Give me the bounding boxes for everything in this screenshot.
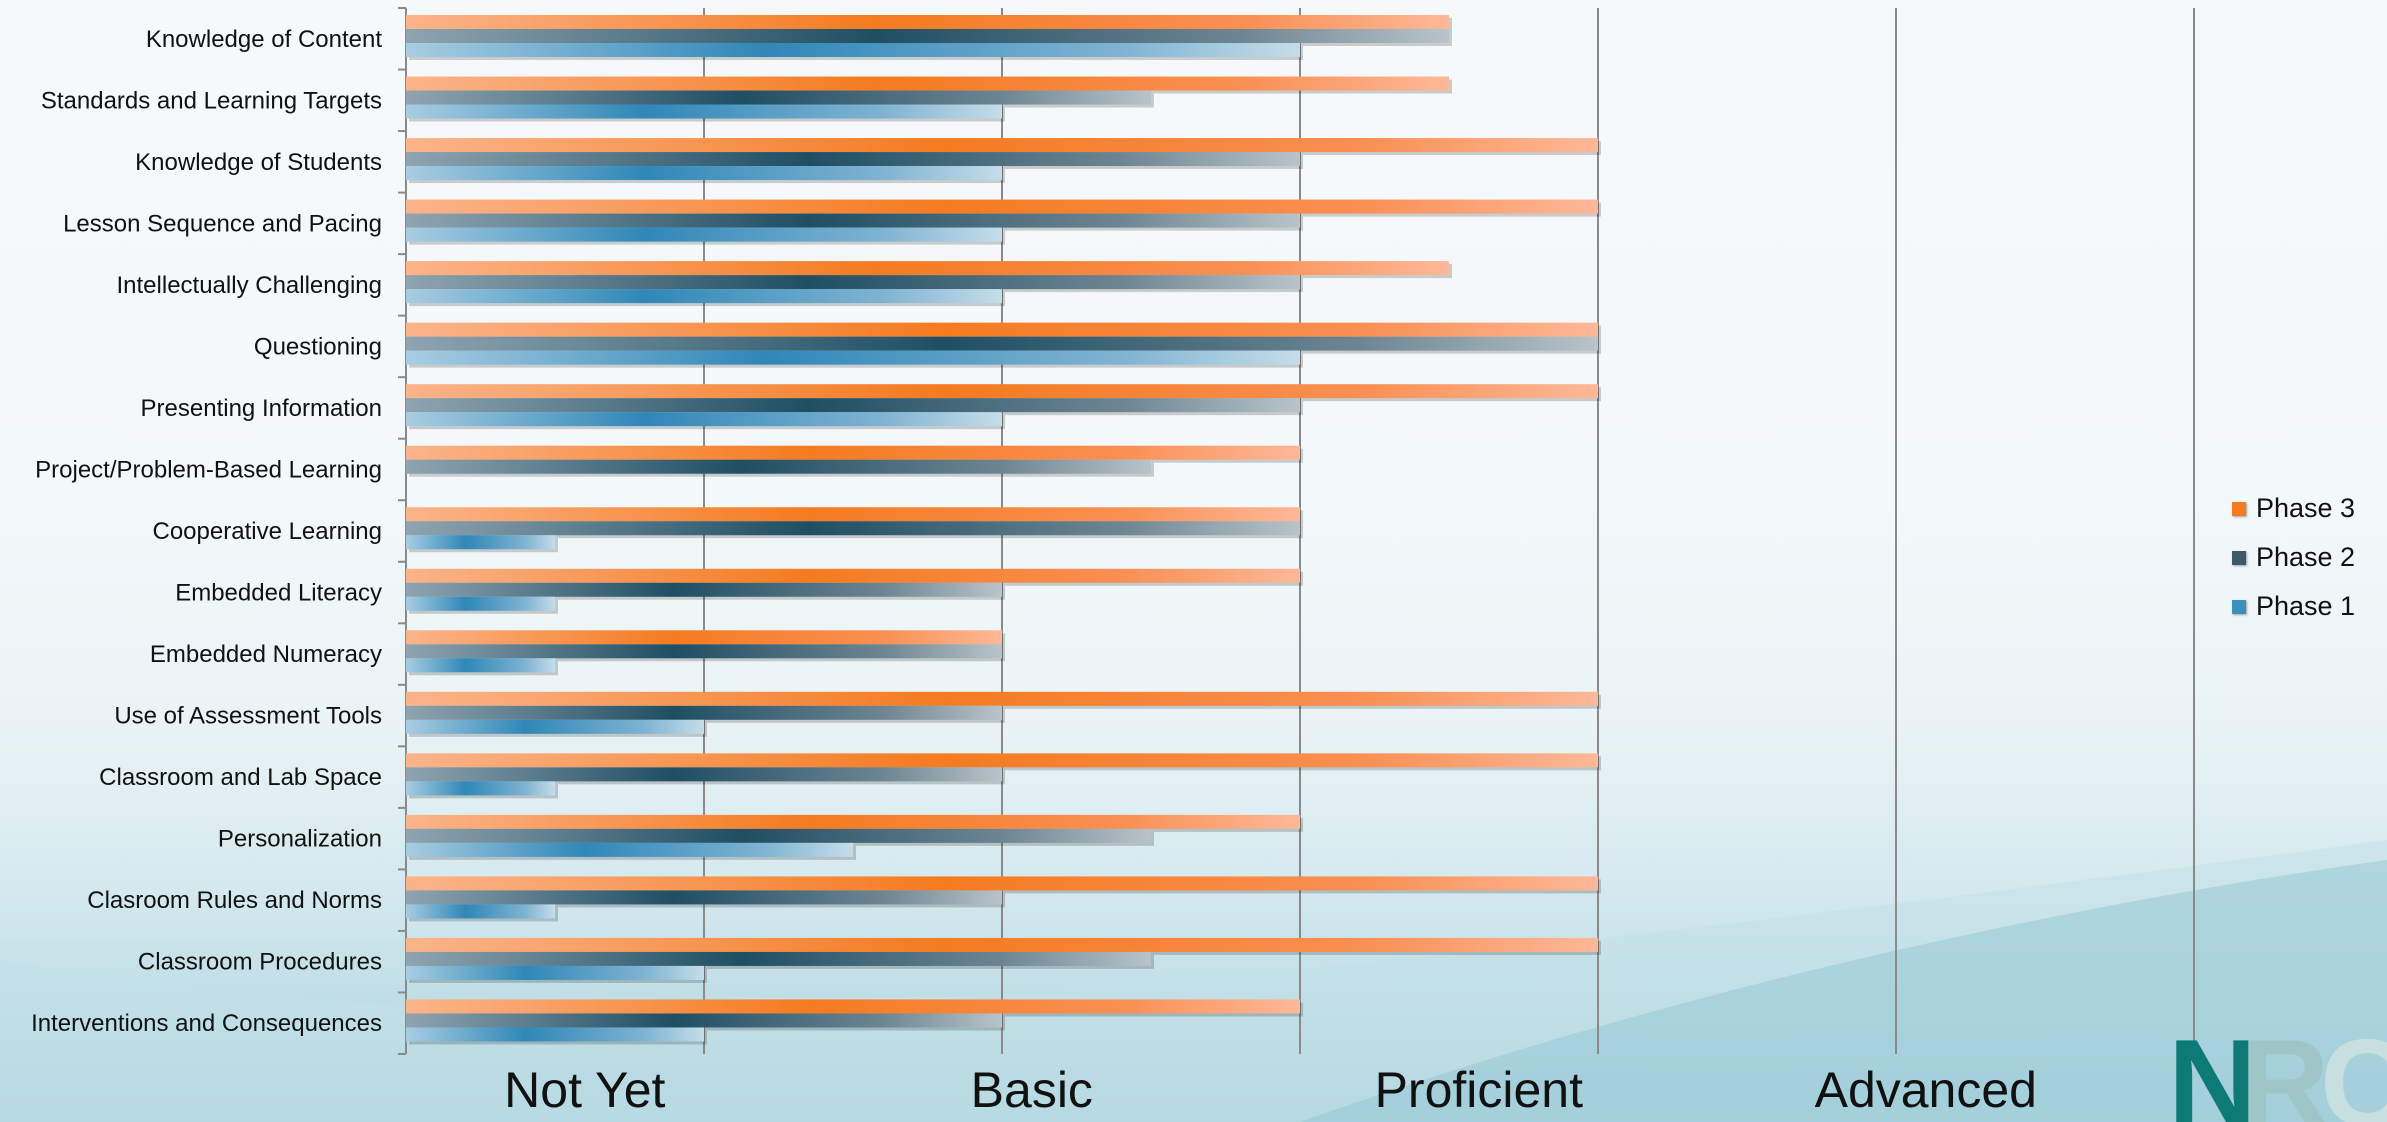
bar-phase-2 <box>406 890 1002 905</box>
legend: Phase 3 Phase 2 Phase 1 <box>2232 484 2355 631</box>
bar-phase-3 <box>406 876 1598 891</box>
category-label: Use of Assessment Tools <box>114 703 382 730</box>
bar-phase-3 <box>406 507 1300 522</box>
category-label: Cooperative Learning <box>153 518 383 545</box>
bar-phase-3 <box>406 138 1598 153</box>
x-tick-label: Proficient <box>1375 1062 1584 1118</box>
legend-item-phase-3: Phase 3 <box>2232 484 2355 533</box>
bar-phase-1 <box>406 658 555 673</box>
legend-swatch <box>2232 550 2246 565</box>
category-label: Interventions and Consequences <box>31 1010 382 1037</box>
bar-phase-1 <box>406 965 704 980</box>
bar-phase-3 <box>406 384 1598 399</box>
legend-swatch <box>2232 599 2246 614</box>
bar-phase-2 <box>406 152 1300 167</box>
category-label: Lesson Sequence and Pacing <box>63 210 382 237</box>
bar-phase-2 <box>406 705 1002 720</box>
nrc-logo: N R C <box>2168 1028 2387 1122</box>
bar-phase-3 <box>406 261 1449 276</box>
category-label: Questioning <box>254 333 382 360</box>
bar-phase-2 <box>406 582 1002 597</box>
category-label: Knowledge of Students <box>135 149 382 176</box>
bar-phase-1 <box>406 781 555 796</box>
bar-phase-2 <box>406 951 1151 966</box>
x-tick-label: Advanced <box>1815 1062 2037 1118</box>
logo-letter: N <box>2168 1028 2258 1122</box>
category-label: Classroom and Lab Space <box>99 764 382 791</box>
legend-label: Phase 3 <box>2256 493 2356 523</box>
bar-phase-2 <box>406 828 1151 843</box>
legend-item-phase-2: Phase 2 <box>2232 533 2355 582</box>
bar-phase-2 <box>406 336 1598 351</box>
legend-swatch <box>2232 501 2246 516</box>
bar-phase-1 <box>406 1027 704 1042</box>
bar-phase-2 <box>406 275 1300 290</box>
bar-phase-1 <box>406 535 555 550</box>
category-label: Presenting Information <box>141 395 382 422</box>
bar-phase-2 <box>406 29 1449 43</box>
bar-phase-1 <box>406 904 555 919</box>
category-label: Standards and Learning Targets <box>41 87 382 114</box>
bar-phase-3 <box>406 76 1449 91</box>
bar-phase-1 <box>406 166 1002 181</box>
bar-phase-2 <box>406 767 1002 782</box>
bar-phase-2 <box>406 1013 1002 1028</box>
category-label: Embedded Numeracy <box>150 641 382 668</box>
category-label: Knowledge of Content <box>146 26 383 53</box>
bar-phase-1 <box>406 43 1300 57</box>
x-tick-label: Not Yet <box>504 1062 665 1118</box>
bar-phase-2 <box>406 213 1300 228</box>
bar-phase-2 <box>406 521 1300 536</box>
bar-phase-3 <box>406 445 1300 460</box>
bar-phase-2 <box>406 398 1300 413</box>
bar-phase-2 <box>406 90 1151 105</box>
logo-letter: C <box>2320 1028 2387 1122</box>
bar-phase-1 <box>406 719 704 734</box>
category-label: Embedded Literacy <box>175 580 382 607</box>
category-label: Classroom Procedures <box>138 949 382 976</box>
category-label: Personalization <box>218 826 382 853</box>
x-tick-label: Basic <box>971 1062 1093 1118</box>
bar-phase-3 <box>406 937 1598 952</box>
bar-phase-1 <box>406 104 1002 119</box>
bar-phase-1 <box>406 412 1002 427</box>
category-label: Project/Problem-Based Learning <box>35 456 382 483</box>
bar-phase-3 <box>406 568 1300 583</box>
category-label: Clasroom Rules and Norms <box>87 887 382 914</box>
bar-phase-3 <box>406 15 1449 29</box>
bar-phase-2 <box>406 459 1151 474</box>
legend-item-phase-1: Phase 1 <box>2232 582 2355 631</box>
bar-phase-3 <box>406 199 1598 214</box>
category-label: Intellectually Challenging <box>117 272 383 299</box>
legend-label: Phase 1 <box>2256 591 2356 621</box>
bar-phase-3 <box>406 691 1598 706</box>
bar-phase-1 <box>406 289 1002 304</box>
bar-phase-1 <box>406 227 1002 242</box>
logo-letter: R <box>2240 1028 2330 1122</box>
bar-phase-3 <box>406 753 1598 768</box>
bar-phase-3 <box>406 630 1002 645</box>
bar-phase-1 <box>406 842 853 857</box>
bar-phase-3 <box>406 999 1300 1014</box>
bar-phase-3 <box>406 322 1598 337</box>
bar-phase-2 <box>406 644 1002 659</box>
legend-label: Phase 2 <box>2256 542 2356 572</box>
bar-phase-1 <box>406 350 1300 365</box>
bar-phase-1 <box>406 596 555 611</box>
bar-phase-3 <box>406 814 1300 829</box>
